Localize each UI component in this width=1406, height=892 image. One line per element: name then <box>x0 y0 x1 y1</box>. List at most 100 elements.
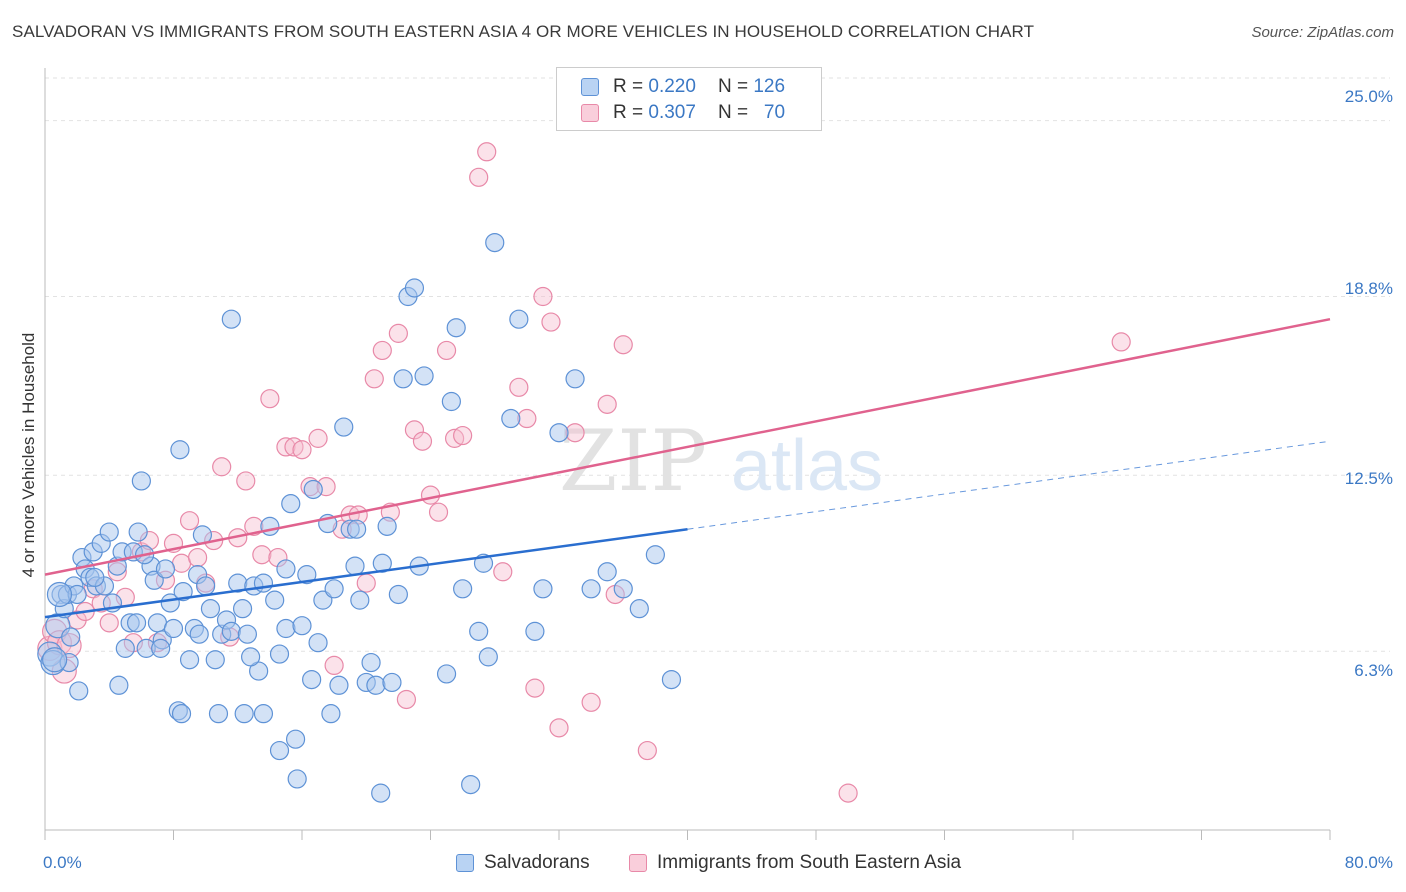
point-salvadorans <box>478 647 498 667</box>
point-salvadorans <box>260 516 280 536</box>
point-immigrants <box>453 425 473 446</box>
point-immigrants <box>477 142 497 162</box>
point-salvadorans <box>189 624 209 644</box>
point-salvadorans <box>321 704 341 724</box>
point-salvadorans <box>61 627 81 647</box>
point-salvadorans <box>69 681 89 701</box>
point-salvadorans <box>46 581 73 608</box>
point-salvadorans <box>324 579 344 599</box>
point-immigrants <box>99 613 119 633</box>
point-salvadorans <box>151 638 171 658</box>
trendline-immigrants <box>44 317 1331 576</box>
point-immigrants <box>509 377 529 397</box>
point-salvadorans <box>308 633 328 653</box>
grid-lines <box>45 77 1390 652</box>
y-tick-label: 6.3% <box>1354 661 1393 680</box>
point-salvadorans <box>237 624 257 644</box>
point-salvadorans <box>147 613 168 633</box>
point-salvadorans <box>661 669 682 690</box>
y-tick-label: 12.5% <box>1344 469 1393 488</box>
point-immigrants <box>581 692 601 712</box>
point-immigrants <box>838 783 858 803</box>
point-salvadorans <box>276 618 296 639</box>
point-salvadorans <box>276 559 296 579</box>
point-immigrants <box>412 431 433 451</box>
y-axis-label: 4 or more Vehicles in Household <box>19 332 38 578</box>
point-immigrants <box>324 655 344 676</box>
point-salvadorans <box>565 369 585 389</box>
point-salvadorans <box>173 582 193 602</box>
point-salvadorans <box>179 650 200 670</box>
source-label: Source: ZipAtlas.com <box>1251 24 1394 41</box>
point-immigrants <box>428 502 449 522</box>
point-immigrants <box>252 545 272 565</box>
point-salvadorans <box>377 516 397 536</box>
point-immigrants <box>260 389 280 409</box>
point-immigrants <box>436 340 457 361</box>
point-salvadorans <box>581 579 601 599</box>
point-immigrants <box>236 471 256 491</box>
point-immigrants <box>308 428 328 448</box>
point-salvadorans <box>196 576 216 596</box>
point-salvadorans <box>533 579 553 599</box>
point-immigrants <box>597 394 617 414</box>
legend-row-immigrants: R = 0.307 N = 70 <box>581 101 785 125</box>
legend-swatch-pink <box>629 854 647 872</box>
point-salvadorans <box>372 553 392 573</box>
point-immigrants <box>292 440 312 460</box>
point-salvadorans <box>269 740 290 761</box>
point-salvadorans <box>525 621 545 641</box>
point-salvadorans <box>287 769 307 789</box>
point-immigrants <box>493 562 513 582</box>
point-salvadorans <box>303 479 323 500</box>
point-salvadorans <box>285 729 306 749</box>
point-salvadorans <box>485 232 505 253</box>
point-salvadorans <box>253 704 274 724</box>
point-immigrants <box>364 369 384 389</box>
point-immigrants <box>533 286 553 307</box>
point-immigrants <box>549 718 569 738</box>
point-salvadorans <box>629 599 649 619</box>
point-salvadorans <box>144 570 164 590</box>
point-salvadorans <box>414 366 434 386</box>
legend-swatch-pink <box>581 104 599 122</box>
point-immigrants <box>396 689 417 710</box>
point-salvadorans <box>404 278 425 298</box>
point-salvadorans <box>361 652 381 673</box>
legend-item-immigrants[interactable]: Immigrants from South Eastern Asia <box>629 852 961 874</box>
point-immigrants <box>356 573 376 593</box>
point-salvadorans <box>205 650 225 670</box>
point-salvadorans <box>208 704 229 724</box>
point-salvadorans <box>99 522 119 542</box>
point-salvadorans <box>200 599 221 619</box>
point-salvadorans <box>115 638 135 658</box>
legend-item-salvadorans[interactable]: Salvadorans <box>456 852 590 874</box>
point-salvadorans <box>347 519 367 539</box>
y-tick-label: 18.8% <box>1344 279 1393 298</box>
point-salvadorans <box>302 669 322 690</box>
point-salvadorans <box>382 672 402 693</box>
point-salvadorans <box>221 309 241 329</box>
legend-r-label: R = <box>613 76 644 97</box>
watermark-atlas: atlas <box>731 426 883 506</box>
point-salvadorans <box>292 616 312 636</box>
legend-row-salvadorans: R = 0.220 N = 126 <box>581 75 785 99</box>
point-salvadorans <box>269 644 290 664</box>
point-salvadorans <box>281 494 301 514</box>
point-salvadorans <box>461 774 481 795</box>
point-salvadorans <box>163 618 184 639</box>
point-salvadorans <box>234 704 254 724</box>
legend-n-label: N = <box>717 76 749 97</box>
point-salvadorans <box>85 567 105 588</box>
point-salvadorans <box>345 556 365 576</box>
point-salvadorans <box>253 573 274 593</box>
legend-n-label: N = <box>717 102 749 123</box>
trend-lines <box>44 317 1331 619</box>
series-salvadorans-points <box>37 232 682 803</box>
legend-swatch-blue <box>456 854 474 872</box>
point-salvadorans <box>645 545 665 565</box>
legend-r-value: 0.220 <box>648 76 696 97</box>
point-salvadorans <box>109 675 129 695</box>
point-immigrants <box>637 740 657 761</box>
